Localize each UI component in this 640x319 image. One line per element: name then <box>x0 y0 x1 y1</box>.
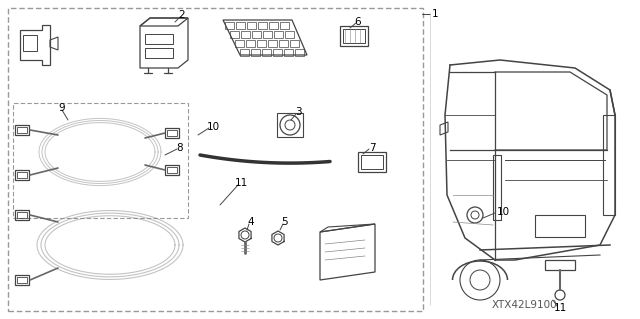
Text: 11: 11 <box>234 178 248 188</box>
Text: 11: 11 <box>554 303 566 313</box>
Bar <box>361 155 383 169</box>
Bar <box>277 113 303 137</box>
Bar <box>17 212 27 218</box>
Bar <box>167 130 177 136</box>
Bar <box>493 155 501 220</box>
Text: 3: 3 <box>294 107 301 117</box>
Bar <box>603 115 615 215</box>
Bar <box>545 260 575 270</box>
Text: 5: 5 <box>282 217 288 227</box>
Bar <box>8 8 423 311</box>
Text: 6: 6 <box>355 17 362 27</box>
Text: XTX42L9100: XTX42L9100 <box>492 300 558 310</box>
Bar <box>535 215 585 237</box>
Bar <box>167 167 177 173</box>
Bar <box>13 103 188 218</box>
Text: 4: 4 <box>248 217 254 227</box>
Bar <box>17 172 27 178</box>
Bar <box>145 34 173 44</box>
Text: 9: 9 <box>59 103 65 113</box>
Bar <box>17 277 27 283</box>
Bar <box>343 29 365 43</box>
Text: 10: 10 <box>497 207 509 217</box>
Text: 1: 1 <box>432 9 438 19</box>
Bar <box>145 48 173 58</box>
Text: 10: 10 <box>207 122 220 132</box>
Bar <box>23 35 37 51</box>
Text: 2: 2 <box>179 10 186 20</box>
Text: 8: 8 <box>177 143 183 153</box>
Text: 7: 7 <box>369 143 375 153</box>
Bar <box>17 127 27 133</box>
